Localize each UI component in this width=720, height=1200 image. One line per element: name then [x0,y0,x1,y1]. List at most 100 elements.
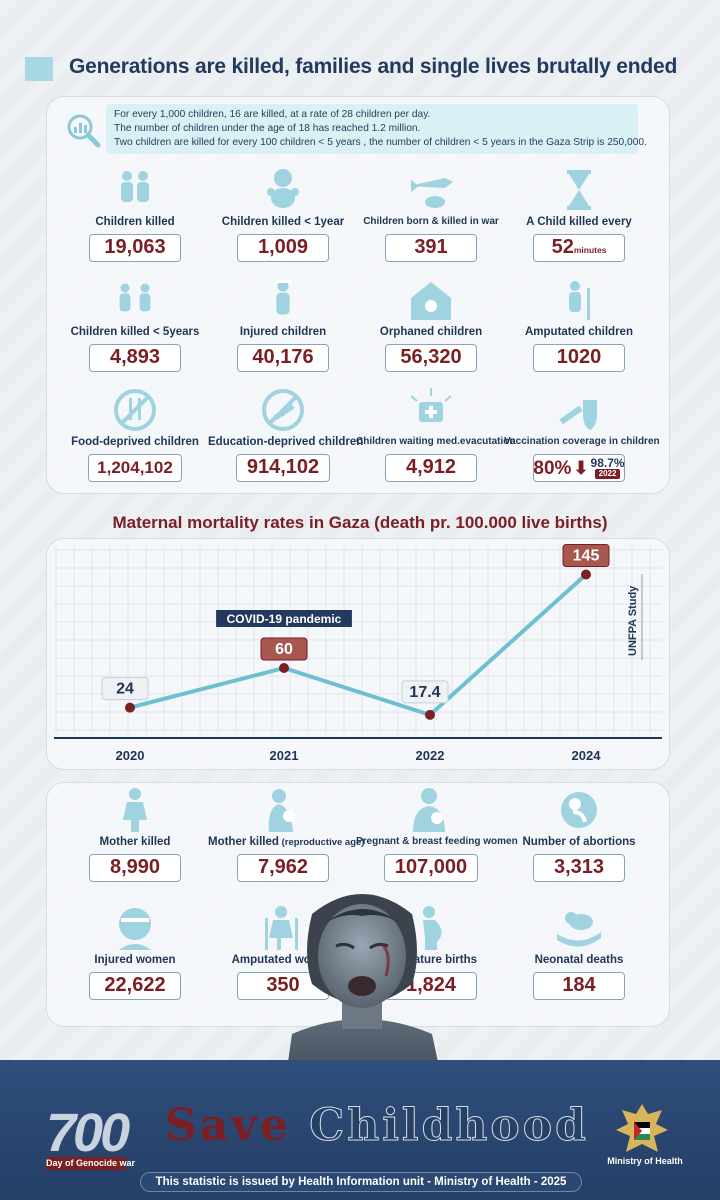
eagle-emblem-icon [616,1104,668,1152]
ministry-caption: Ministry of Health [607,1156,683,1166]
data-label: 24 [116,681,134,698]
footer: 700 Day of Genocide war Save Childhood M… [0,1060,720,1200]
injured-child-icon [275,280,291,315]
stat-label: Children born & killed in war [363,216,499,227]
amputee-child-icon [569,281,590,320]
baby-icon [267,169,299,208]
stat-value: 4,912 [385,454,477,482]
magnifier-chart-icon [67,114,101,148]
data-point [425,709,435,720]
stat-label: Number of abortions [522,836,636,848]
data-label: 17.4 [409,684,440,701]
stat-value: 350 [237,972,329,1000]
stat-value: 914,102 [236,454,330,482]
info-line: For every 1,000 children, 16 are killed,… [114,109,431,120]
toddlers-icon [119,283,151,312]
maternal-mortality-chart: 24 60 17.4 145 2020 2021 2022 2024 COVID-19 pand… [54,544,662,763]
info-box: For every 1,000 children, 16 are killed,… [64,104,647,154]
save-childhood-title: Save Childhood [165,1100,589,1152]
data-point [125,702,135,713]
stat-value: 40,176 [237,344,329,372]
issued-statement: This statistic is issued by Health Infor… [140,1172,582,1192]
chart-panel [46,538,670,770]
stat-value: 1020 [533,344,625,372]
x-tick-label: 2024 [572,748,602,763]
stat-label: Food-deprived children [71,436,199,448]
chart-title: Maternal mortality rates in Gaza (death … [112,513,608,532]
stat-unit: minutes [573,245,607,255]
no-food-icon [114,389,156,431]
data-label-box [401,680,449,704]
stat-label: Orphaned children [379,326,483,338]
days-caption: Day of Genocide war [46,1157,136,1170]
header-accent-bar [25,57,53,81]
stat-label: Vaccination coverage in children [504,436,660,447]
mother-icon [268,789,295,832]
vaccination-previous: 98.7% [590,455,625,470]
newborn-missile-icon [409,178,453,208]
stat-value: 1,204,102 [88,454,182,482]
data-label: 145 [573,548,600,565]
page-title: Generations are killed, families and sin… [69,55,678,78]
pregnant-woman-icon [423,906,442,950]
stat-value: 4,893 [89,344,181,372]
woman-icon [123,788,147,832]
info-text-box: For every 1,000 children, 16 are killed,… [106,104,647,154]
hourglass-icon [567,170,591,210]
stat-label: Injured women [94,954,176,966]
stat-value: 1,009 [237,234,329,262]
stat-value: 107,000 [384,854,478,882]
stat-value: 7,962 [237,854,329,882]
stat-value: 391 [385,234,477,262]
stat-label: Children waiting med.evacutation [356,436,516,447]
data-point [279,663,289,673]
data-label-box [260,637,308,661]
children-panel [46,96,670,494]
stat-label: Mother killed [99,836,171,848]
source-note: UNFPA Study [627,585,639,656]
annotation-box [216,610,352,627]
syringe-shield-icon [559,400,597,430]
no-education-icon [262,389,304,431]
stat-value: 80% ⬇ 98.7% 2022 [533,454,625,482]
data-point [581,569,591,580]
stat-label: Amputated children [525,326,633,338]
vaccination-current: 80% [533,457,572,479]
data-label: 60 [275,641,293,658]
down-arrow-icon: ⬇ [573,457,589,478]
amputee-woman-icon [265,906,298,950]
stat-label: Mother killed (reproductive age) [208,836,365,848]
stat-label: Children killed < 1year [221,216,345,228]
medical-kit-icon [410,388,452,422]
stat-value: 22,622 [89,972,181,1000]
info-line: Two children are killed for every 100 ch… [114,137,647,148]
x-tick-label: 2020 [116,748,145,763]
stat-value: 56,320 [385,344,477,372]
save-word: Save [165,1100,291,1151]
page-header: Generations are killed, families and sin… [25,52,705,86]
stat-value: 19,063 [89,234,181,262]
stat-value: 184 [533,972,625,1000]
x-tick-label: 2021 [270,748,299,763]
annotation-text: COVID-19 pandemic [227,612,342,626]
stat-label-suffix: (reproductive age) [278,837,365,848]
breastfeeding-icon [413,788,445,832]
x-tick-label: 2022 [416,748,445,763]
stat-label: Children killed < 5years [70,326,200,338]
stat-label: Neonatal deaths [534,954,624,966]
data-label-box [562,544,610,567]
stat-value: 3,313 [533,854,625,882]
stat-label: A Child killed every [526,216,632,228]
stat-label: Injured children [239,326,327,338]
series-line [129,573,588,717]
stat-label: Children killed [95,216,175,228]
days-number: 700 [46,1103,130,1163]
vaccination-year: 2022 [594,468,621,479]
children-icon [121,171,149,202]
injured-woman-icon [119,908,151,950]
info-line: The number of children under the age of … [114,123,421,134]
stat-label: Pregnant & breast feeding women [356,836,518,847]
fetus-icon [561,792,597,828]
stat-label: Education-deprived children [208,436,364,448]
